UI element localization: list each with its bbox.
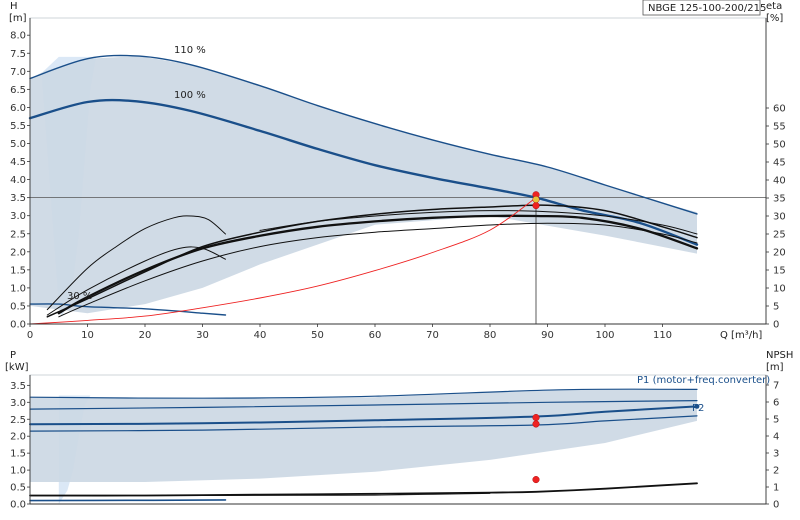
upper-right-tick-label: 10: [773, 284, 786, 295]
lower-left-axis-title: P: [10, 350, 16, 361]
upper-left-axis-unit: [m]: [9, 13, 27, 24]
x-tick-label: 80: [484, 330, 497, 341]
upper-left-tick-label: 7.0: [10, 67, 26, 78]
x-tick-label: 40: [254, 330, 267, 341]
upper-left-tick-label: 3.0: [10, 211, 26, 222]
upper-right-tick-label: 25: [773, 230, 786, 241]
lower-left-tick-label: 3.0: [10, 398, 26, 409]
upper-right-tick-label: 15: [773, 266, 786, 277]
label-110-percent: 110 %: [174, 45, 206, 56]
upper-left-tick-label: 7.5: [10, 49, 26, 60]
x-tick-label: 20: [139, 330, 152, 341]
x-axis-title: Q [m³/h]: [720, 330, 762, 341]
x-tick-label: 110: [653, 330, 672, 341]
upper-left-tick-label: 6.5: [10, 85, 26, 96]
upper-left-tick-label: 2.0: [10, 247, 26, 258]
label-100-percent: 100 %: [174, 90, 206, 101]
upper-system-curve-9: [29, 197, 537, 325]
lower-left-tick-label: 0.5: [10, 483, 26, 494]
upper-right-tick-label: 45: [773, 158, 786, 169]
lower-right-axis-unit: [m]: [766, 362, 784, 373]
lower-power-curve-1: [29, 400, 698, 410]
upper-efficiency-curve-8: [259, 210, 698, 235]
lower-npsh-curve-5: [29, 493, 491, 497]
lower-left-tick-label: 1.5: [10, 449, 26, 460]
lower-right-tick-label: 1: [773, 483, 779, 494]
chart-title: NBGE 125-100-200/215: [648, 3, 766, 14]
lower-power-range: [30, 389, 697, 482]
upper-left-tick-label: 1.0: [10, 283, 26, 294]
label-30-percent: 30 %: [67, 291, 92, 302]
lower-duty-marker-1: [532, 420, 540, 428]
upper-left-tick-label: 3.5: [10, 193, 26, 204]
lower-right-tick-label: 0: [773, 500, 779, 511]
upper-efficiency-curve-4: [46, 204, 698, 318]
x-tick-label: 30: [196, 330, 209, 341]
lower-duty-marker-2: [532, 476, 540, 484]
upper-efficiency-curve-5: [57, 214, 699, 315]
upper-left-tick-label: 1.5: [10, 265, 26, 276]
upper-head-curve-0: [29, 54, 698, 215]
upper-efficiency-curve-7: [46, 215, 226, 311]
lower-left-tick-label: 3.5: [10, 381, 26, 392]
upper-right-tick-label: 35: [773, 194, 786, 205]
chart-title-box: [642, 0, 761, 16]
lower-right-tick-label: 2: [773, 466, 779, 477]
upper-left-tick-label: 5.0: [10, 139, 26, 150]
upper-right-tick-label: 40: [773, 176, 786, 187]
upper-left-tick-label: 0.5: [10, 301, 26, 312]
lower-right-axis-title: NPSH: [766, 350, 793, 361]
lower-right-tick-label: 5: [773, 415, 779, 426]
lower-right-tick-label: 3: [773, 449, 779, 460]
label-p2: P2: [692, 403, 704, 414]
upper-duty-marker-2: [532, 195, 540, 204]
x-tick-label: 70: [426, 330, 439, 341]
lower-power-curve-0: [29, 388, 698, 399]
upper-right-tick-label: 60: [773, 104, 786, 115]
lower-power-curve-2: [29, 405, 698, 426]
lower-left-axis-unit: [kW]: [5, 362, 29, 373]
upper-left-axis-title: H: [10, 1, 18, 12]
upper-left-tick-label: 0.0: [10, 320, 26, 331]
x-tick-label: 90: [541, 330, 554, 341]
upper-left-tick-label: 8.0: [10, 31, 26, 42]
lower-right-tick-label: 6: [773, 398, 779, 409]
p1-end-point: [694, 403, 700, 409]
lower-power-curve-6: [29, 499, 227, 502]
upper-right-tick-label: 0: [773, 320, 779, 331]
upper-left-tick-label: 4.0: [10, 175, 26, 186]
x-tick-label: 100: [595, 330, 614, 341]
upper-right-tick-label: 30: [773, 212, 786, 223]
upper-head-curve-1: [28, 98, 699, 246]
x-tick-label: 50: [311, 330, 324, 341]
upper-left-tick-label: 2.5: [10, 229, 26, 240]
upper-right-tick-label: 55: [773, 122, 786, 133]
lower-right-tick-label: 7: [773, 381, 779, 392]
lower-left-tick-label: 1.0: [10, 466, 26, 477]
upper-duty-marker-1: [532, 202, 540, 210]
lower-left-tick-label: 0.0: [10, 500, 26, 511]
x-tick-label: 10: [81, 330, 94, 341]
x-tick-label: 0: [27, 330, 33, 341]
upper-right-tick-label: 5: [773, 302, 779, 313]
upper-right-axis-unit: [%]: [766, 13, 783, 24]
upper-right-tick-label: 50: [773, 140, 786, 151]
lower-right-tick-label: 4: [773, 432, 779, 443]
lower-duty-marker-0: [532, 414, 540, 422]
x-tick-label: 60: [369, 330, 382, 341]
upper-right-tick-label: 20: [773, 248, 786, 259]
upper-left-tick-label: 6.0: [10, 103, 26, 114]
lower-left-tick-label: 2.0: [10, 432, 26, 443]
upper-left-tick-label: 5.5: [10, 121, 26, 132]
upper-efficiency-curve-6: [58, 222, 698, 318]
upper-left-tick-label: 4.5: [10, 157, 26, 168]
lower-power-curve-3: [29, 415, 698, 432]
upper-right-axis-title: eta: [766, 1, 782, 12]
upper-head-curve-2: [29, 303, 227, 316]
label-p1-motor-freq-converter: P1 (motor+freq.converter): [637, 375, 770, 386]
lower-left-tick-label: 2.5: [10, 415, 26, 426]
